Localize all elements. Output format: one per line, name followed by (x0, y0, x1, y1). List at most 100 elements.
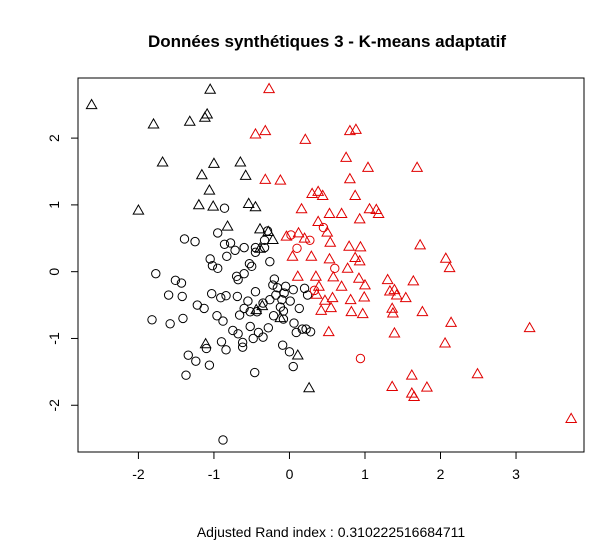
point-triangle (323, 252, 336, 264)
point-triangle (274, 173, 287, 185)
point-circle (250, 287, 261, 297)
point-triangle (324, 236, 337, 247)
point-circle (355, 353, 366, 364)
point-triangle (407, 274, 420, 286)
point-triangle (305, 250, 318, 261)
point-triangle (266, 233, 279, 245)
data-points (85, 82, 578, 445)
point-triangle (565, 412, 578, 424)
point-triangle (280, 230, 293, 241)
point-triangle (322, 325, 335, 337)
point-circle (284, 347, 295, 357)
point-circle (265, 256, 275, 267)
point-circle (271, 290, 281, 300)
point-circle (275, 302, 286, 312)
point-circle (244, 258, 255, 269)
point-triangle (443, 261, 456, 273)
point-circle (245, 321, 255, 332)
x-tick-label: -1 (208, 466, 221, 482)
point-circle (213, 263, 223, 274)
point-circle (190, 236, 200, 247)
point-circle (268, 311, 279, 321)
point-triangle (242, 197, 255, 208)
point-circle (228, 325, 238, 336)
point-circle (204, 360, 215, 370)
x-axis-label: Adjusted Rand index : 0.310222516684711 (197, 524, 466, 540)
point-triangle (316, 189, 329, 200)
point-circle (221, 291, 231, 301)
point-triangle (386, 302, 399, 313)
point-triangle (195, 168, 208, 180)
point-circle (237, 337, 248, 348)
point-circle (179, 234, 190, 244)
point-triangle (408, 390, 421, 401)
point-triangle (363, 202, 376, 214)
point-triangle (207, 200, 220, 211)
point-circle (239, 242, 249, 253)
point-circle (170, 275, 181, 286)
point-circle (201, 343, 212, 354)
point-circle (269, 274, 280, 284)
point-triangle (312, 215, 325, 226)
y-tick-label: -2 (46, 399, 62, 412)
point-triangle (372, 207, 385, 218)
point-triangle (361, 161, 375, 172)
point-triangle (132, 204, 145, 215)
point-triangle (249, 200, 262, 212)
point-triangle (274, 311, 287, 323)
point-circle (305, 327, 316, 337)
point-circle (277, 340, 288, 350)
point-triangle (299, 133, 312, 144)
point-triangle (310, 288, 323, 299)
point-triangle (262, 225, 275, 237)
point-circle (218, 435, 228, 445)
point-triangle (292, 226, 305, 238)
point-circle (225, 238, 236, 248)
point-triangle (416, 305, 429, 317)
point-triangle (259, 173, 272, 184)
point-circle (285, 296, 295, 306)
point-circle (248, 333, 258, 344)
point-triangle (471, 367, 484, 379)
point-triangle (335, 207, 348, 218)
point-triangle (286, 250, 299, 261)
y-tick-label: 1 (46, 201, 62, 209)
point-triangle (344, 293, 357, 305)
point-circle (292, 243, 302, 254)
point-circle (280, 281, 291, 292)
point-triangle (249, 127, 262, 139)
point-circle (263, 323, 274, 333)
point-triangle (349, 123, 362, 134)
point-triangle (343, 172, 356, 184)
point-circle (219, 239, 230, 249)
point-triangle (250, 303, 263, 315)
point-circle (265, 295, 275, 305)
point-circle (259, 235, 270, 245)
point-circle (302, 290, 313, 300)
point-circle (309, 285, 320, 296)
point-triangle (420, 381, 433, 392)
point-triangle (253, 242, 267, 253)
point-circle (177, 291, 187, 302)
point-triangle (207, 157, 221, 168)
point-triangle (312, 280, 325, 291)
point-triangle (309, 270, 322, 281)
plot-frame (77, 77, 585, 453)
point-triangle (147, 117, 160, 129)
point-circle (258, 332, 268, 342)
point-circle (234, 310, 245, 320)
x-tick-label: 1 (361, 466, 369, 482)
y-tick-label: -1 (46, 332, 62, 345)
point-circle (216, 337, 227, 347)
point-triangle (390, 288, 403, 300)
point-triangle (323, 207, 336, 218)
point-circle (222, 251, 232, 262)
point-triangle (383, 284, 396, 296)
point-circle (243, 296, 253, 306)
point-circle (291, 327, 301, 338)
point-triangle (295, 202, 308, 214)
point-triangle (354, 240, 367, 252)
point-triangle (312, 185, 325, 196)
point-triangle (199, 337, 212, 349)
point-triangle (523, 321, 536, 333)
